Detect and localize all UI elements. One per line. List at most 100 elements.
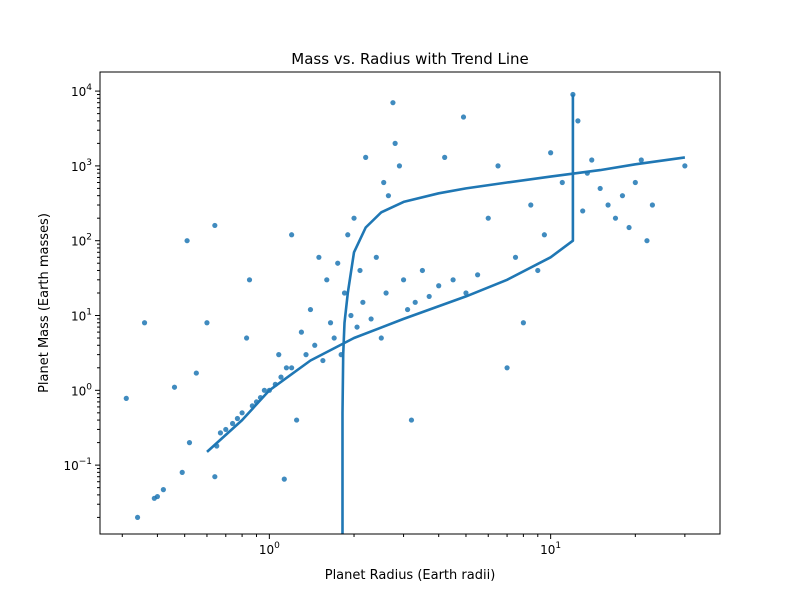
data-point	[289, 232, 295, 238]
trend-lines	[206, 94, 686, 534]
data-point	[261, 387, 267, 393]
data-point	[512, 254, 519, 260]
y-axis-label: Planet Mass (Earth masses)	[37, 213, 52, 393]
data-point	[520, 320, 526, 326]
data-point	[528, 202, 534, 208]
data-point	[404, 306, 411, 313]
data-point	[345, 232, 351, 238]
x-axis-label: Planet Radius (Earth radii)	[325, 568, 496, 583]
x-axis: 100 101	[121, 534, 686, 557]
data-point	[303, 352, 309, 358]
data-point	[475, 272, 481, 278]
data-point	[649, 202, 655, 208]
data-point	[400, 277, 407, 283]
data-point	[354, 324, 360, 330]
data-point	[644, 238, 650, 244]
data-point	[541, 232, 547, 238]
data-point	[276, 352, 282, 358]
y-tick-label: 103	[71, 158, 92, 174]
data-point	[426, 293, 432, 300]
data-point	[504, 365, 510, 371]
data-point	[335, 260, 341, 266]
data-point	[368, 316, 374, 322]
y-axis: 10−1 100 101 102 103 104	[63, 83, 100, 518]
data-point	[141, 320, 148, 326]
data-point	[378, 335, 384, 341]
data-point	[327, 320, 334, 326]
data-point	[619, 193, 626, 199]
trend-line	[206, 94, 575, 453]
data-point	[548, 150, 554, 156]
data-point	[396, 163, 403, 169]
data-point	[316, 254, 322, 260]
data-point	[412, 299, 418, 305]
data-point	[383, 290, 389, 296]
data-point	[360, 299, 366, 305]
data-point	[234, 415, 241, 422]
y-tick-label: 100	[71, 382, 92, 398]
data-point	[638, 157, 644, 163]
chart-title: Mass vs. Radius with Trend Line	[291, 50, 529, 68]
data-point	[229, 420, 236, 427]
data-point	[436, 283, 442, 289]
data-point	[289, 365, 295, 371]
x-tick-label: 101	[540, 541, 561, 557]
data-point	[204, 320, 210, 326]
data-point	[278, 374, 284, 380]
data-point	[123, 395, 129, 401]
x-tick-label: 100	[259, 541, 280, 557]
data-point	[134, 514, 141, 521]
data-point	[298, 329, 305, 335]
data-point	[243, 335, 250, 341]
data-point	[363, 154, 369, 160]
data-point	[281, 476, 287, 482]
data-point	[460, 114, 467, 120]
y-tick-label: 102	[71, 233, 92, 249]
data-point	[575, 118, 581, 124]
data-point	[408, 417, 415, 423]
y-tick-label: 101	[71, 308, 92, 324]
data-point	[186, 440, 193, 446]
data-point	[320, 357, 326, 364]
data-point	[605, 202, 611, 208]
data-point	[392, 140, 398, 146]
data-point	[160, 487, 166, 493]
data-point	[580, 208, 586, 214]
data-point	[612, 215, 619, 221]
data-point	[246, 277, 253, 283]
data-point	[463, 290, 469, 296]
data-point	[184, 238, 190, 244]
data-point	[212, 474, 218, 480]
data-point	[419, 267, 425, 274]
data-point	[450, 277, 456, 283]
data-point	[217, 430, 224, 436]
data-point	[283, 365, 290, 371]
data-point	[179, 469, 185, 475]
plot-frame	[99, 71, 721, 535]
data-point	[341, 290, 348, 296]
data-point	[390, 100, 396, 106]
trend-line	[341, 156, 686, 534]
data-point	[154, 493, 161, 500]
plot-area	[99, 71, 721, 535]
data-point	[626, 224, 632, 231]
data-point	[351, 215, 357, 221]
data-point	[171, 384, 178, 390]
scatter-points	[123, 91, 688, 521]
data-point	[589, 157, 595, 163]
data-point	[373, 254, 379, 260]
y-tick-label: 104	[71, 83, 92, 99]
data-point	[632, 179, 638, 186]
data-point	[348, 312, 354, 319]
data-point	[223, 426, 229, 433]
data-point	[385, 193, 392, 199]
data-point	[485, 215, 491, 221]
data-point	[294, 417, 300, 423]
data-point	[535, 267, 541, 274]
data-point	[307, 306, 314, 313]
data-point	[597, 185, 603, 192]
y-tick-label: 10−1	[63, 457, 92, 473]
data-point	[495, 163, 501, 169]
data-point	[682, 163, 688, 169]
